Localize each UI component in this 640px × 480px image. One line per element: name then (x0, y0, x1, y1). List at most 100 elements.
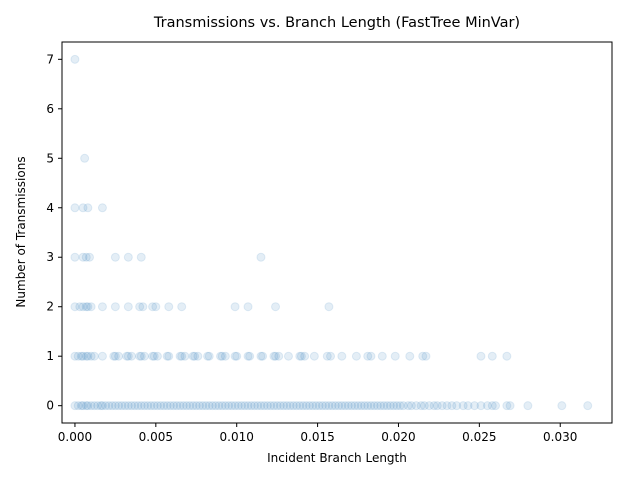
data-point (89, 401, 99, 411)
data-point (83, 401, 93, 411)
data-point (117, 401, 127, 411)
data-point (86, 351, 96, 361)
data-point (164, 302, 174, 312)
data-point (96, 401, 106, 411)
data-point (476, 401, 486, 411)
data-point (356, 401, 366, 411)
data-point (259, 401, 269, 411)
data-point (70, 302, 80, 312)
data-point (101, 401, 111, 411)
data-point (85, 252, 94, 262)
x-axis-ticks: 0.000 0.005 0.010 0.015 0.020 0.025 0.030 (58, 423, 577, 444)
data-point (188, 351, 198, 361)
data-point (505, 401, 515, 411)
x-tick-label: 0.000 (58, 430, 92, 444)
data-point (274, 351, 284, 361)
data-point (424, 401, 434, 411)
data-point (447, 401, 457, 411)
data-point (351, 351, 361, 361)
data-point (398, 401, 408, 411)
data-point (93, 401, 103, 411)
data-point (243, 401, 253, 411)
data-point (180, 351, 190, 361)
data-point (73, 351, 83, 361)
data-point (271, 351, 281, 361)
data-point (353, 401, 363, 411)
x-tick-label: 0.005 (139, 430, 173, 444)
data-point (283, 351, 293, 361)
y-tick-label: 0 (46, 399, 54, 413)
data-point (78, 203, 88, 213)
data-point (211, 401, 221, 411)
data-point (133, 401, 143, 411)
data-point (165, 401, 175, 411)
data-point (80, 153, 90, 163)
data-point (305, 401, 314, 411)
data-point (487, 401, 497, 411)
data-point (372, 401, 382, 411)
data-point (230, 351, 240, 361)
data-point (195, 401, 204, 411)
data-point (230, 401, 240, 411)
data-point (224, 401, 234, 411)
data-point (233, 401, 243, 411)
x-tick-label: 0.010 (220, 430, 254, 444)
data-point (322, 351, 332, 361)
data-point (83, 203, 93, 213)
x-tick-label: 0.020 (381, 430, 415, 444)
data-point (232, 351, 242, 361)
data-point (366, 401, 376, 411)
data-point (418, 351, 428, 361)
data-point (350, 401, 360, 411)
data-point (295, 401, 305, 411)
data-points (70, 54, 593, 411)
x-tick-label: 0.030 (543, 430, 577, 444)
data-point (285, 401, 295, 411)
data-point (78, 401, 88, 411)
data-point (389, 401, 399, 411)
data-point (366, 351, 376, 361)
data-point (411, 401, 421, 411)
data-point (70, 54, 80, 64)
data-point (337, 401, 347, 411)
data-point (237, 401, 247, 411)
data-point (204, 351, 214, 361)
data-point (217, 351, 227, 361)
data-point (416, 401, 426, 411)
data-point (301, 401, 311, 411)
data-point (140, 401, 149, 411)
data-point (122, 351, 132, 361)
data-point (203, 351, 213, 361)
data-point (138, 302, 148, 312)
data-point (230, 302, 240, 312)
data-point (146, 401, 156, 411)
data-point (363, 401, 373, 411)
data-point (151, 302, 161, 312)
data-point (275, 401, 285, 411)
data-point (169, 401, 179, 411)
data-point (557, 401, 567, 411)
data-point (523, 401, 533, 411)
x-axis-label: Incident Branch Length (267, 451, 407, 465)
data-point (463, 401, 473, 411)
data-point (185, 401, 195, 411)
data-point (227, 401, 237, 411)
data-point (295, 351, 305, 361)
y-tick-label: 7 (46, 52, 54, 66)
data-point (86, 401, 96, 411)
data-point (245, 351, 255, 361)
data-point (314, 401, 324, 411)
data-point (271, 302, 281, 312)
data-point (207, 401, 217, 411)
data-point (175, 351, 185, 361)
y-axis-ticks: 0 1 2 3 4 5 6 7 (46, 52, 62, 413)
data-point (148, 351, 158, 361)
data-point (97, 203, 107, 213)
x-tick-label: 0.015 (300, 430, 334, 444)
data-point (148, 302, 158, 312)
data-point (110, 302, 120, 312)
data-point (476, 351, 486, 361)
data-point (123, 351, 133, 361)
data-point (182, 401, 192, 411)
